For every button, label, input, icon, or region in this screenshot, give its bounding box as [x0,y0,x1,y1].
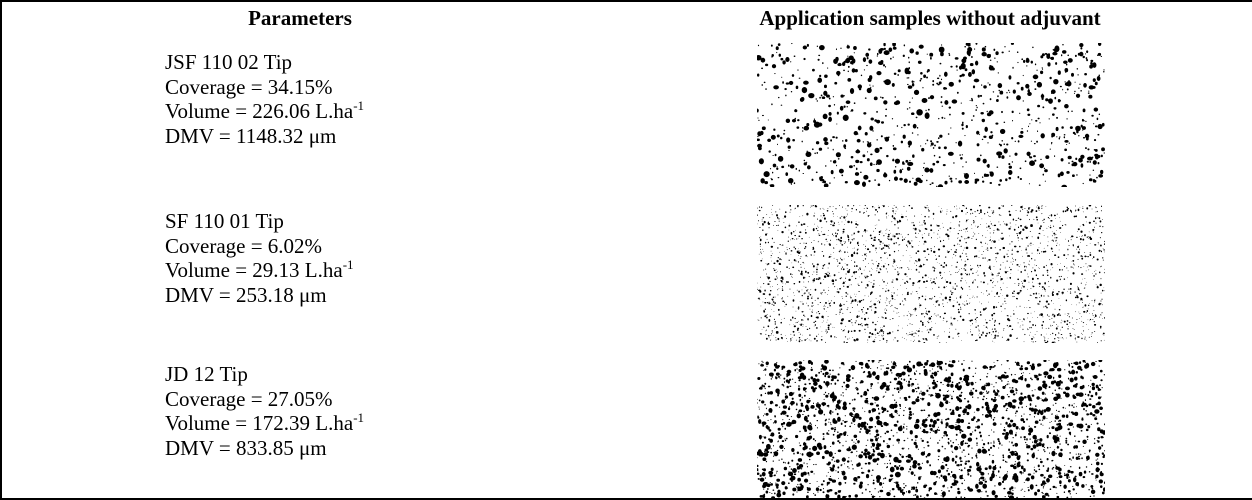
coverage: Coverage = 34.15% [165,75,364,100]
droplet-sample-image [757,43,1105,187]
dmv: DMV = 1148.32 μm [165,124,364,149]
droplet-sample-image [757,360,1105,498]
coverage: Coverage = 6.02% [165,234,354,259]
volume-unit-exponent: -1 [353,410,364,425]
tip-name: JSF 110 02 Tip [165,50,364,75]
volume-text: Volume = 172.39 L.ha [165,411,353,435]
droplet-sample-image [757,205,1105,343]
top-border [0,0,1252,2]
volume-unit-exponent: -1 [353,98,364,113]
page: {"table": { "header": ["Parameters", "Ap… [0,0,1252,500]
parameter-cell: JD 12 Tip Coverage = 27.05% Volume = 172… [165,362,364,460]
header-cell: Application samples without adjuvant [700,6,1160,31]
droplet-pattern [757,43,1105,187]
tip-name: SF 110 01 Tip [165,209,354,234]
volume-text: Volume = 226.06 L.ha [165,99,353,123]
volume: Volume = 226.06 L.ha-1 [165,99,364,124]
tip-name: JD 12 Tip [165,362,364,387]
dmv: DMV = 253.18 μm [165,283,354,308]
parameter-cell: SF 110 01 Tip Coverage = 6.02% Volume = … [165,209,354,307]
dmv: DMV = 833.85 μm [165,436,364,461]
droplet-pattern [757,205,1105,343]
left-border [0,0,2,500]
volume: Volume = 172.39 L.ha-1 [165,411,364,436]
parameter-cell: JSF 110 02 Tip Coverage = 34.15% Volume … [165,50,364,148]
droplet-pattern [757,360,1105,498]
table: Parameters Application samples without a… [0,0,1252,500]
volume-unit-exponent: -1 [343,257,354,272]
volume-text: Volume = 29.13 L.ha [165,258,343,282]
header-cell: Parameters [200,6,400,31]
coverage: Coverage = 27.05% [165,387,364,412]
volume: Volume = 29.13 L.ha-1 [165,258,354,283]
